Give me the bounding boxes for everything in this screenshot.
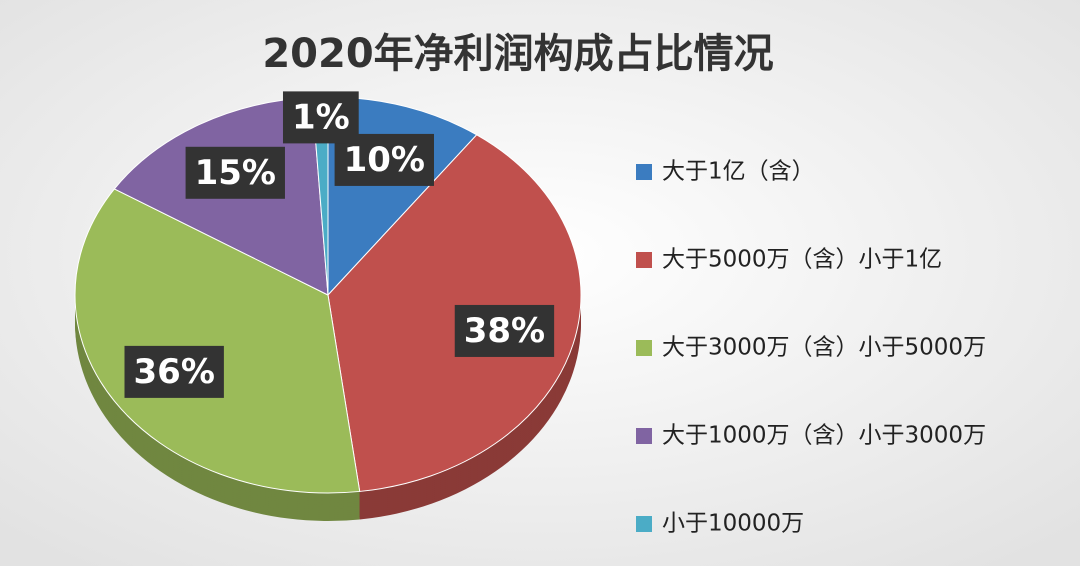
slice [327,134,582,492]
legend-swatch [636,252,652,268]
data-label: 36% [134,352,215,392]
legend-label: 大于5000万（含）小于1亿 [662,247,942,273]
legend-swatch [636,340,652,356]
legend-swatch [636,164,652,180]
slice [74,188,361,494]
data-label-box [185,146,285,199]
data-label-box [124,345,224,398]
data-label: 1% [292,97,350,137]
chart-title: 2020年净利润构成占比情况 [262,31,773,77]
data-label-box [454,304,555,357]
legend-label: 大于1000万（含）小于3000万 [662,423,986,449]
legend-label: 小于10000万 [662,511,804,537]
data-label: 38% [464,311,545,351]
data-label: 15% [195,153,276,193]
pie [74,96,582,494]
legend-label: 大于3000万（含）小于5000万 [662,335,986,361]
legend-label: 大于1亿（含） [662,159,815,185]
legend: 大于1亿（含） 大于5000万（含）小于1亿大于3000万（含）小于5000万大于… [636,159,986,537]
legend-swatch [636,516,652,532]
data-label: 10% [344,140,425,180]
data-label-box [282,91,359,144]
data-labels: 10% 38% 36% 15% 1% [124,91,555,398]
legend-swatch [636,428,652,444]
